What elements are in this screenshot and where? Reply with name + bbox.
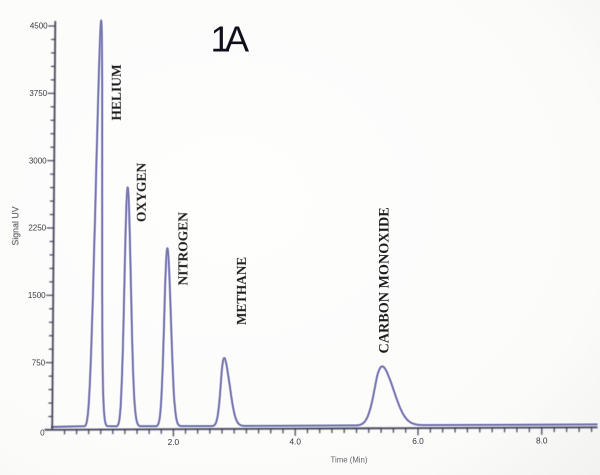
svg-text:8.0: 8.0 bbox=[536, 435, 548, 445]
svg-text:Time (Min): Time (Min) bbox=[331, 456, 368, 465]
svg-text:2250: 2250 bbox=[28, 224, 46, 233]
svg-text:1500: 1500 bbox=[28, 291, 46, 300]
svg-text:4.0: 4.0 bbox=[289, 436, 301, 446]
svg-text:4500: 4500 bbox=[30, 22, 48, 31]
svg-text:0: 0 bbox=[40, 429, 45, 438]
svg-text:750: 750 bbox=[32, 358, 46, 367]
svg-text:METHANE: METHANE bbox=[234, 257, 249, 325]
svg-text:3000: 3000 bbox=[29, 156, 47, 165]
svg-text:OXYGEN: OXYGEN bbox=[134, 162, 149, 222]
svg-text:HELIUM: HELIUM bbox=[109, 64, 124, 121]
svg-text:3750: 3750 bbox=[29, 89, 47, 98]
svg-text:2.0: 2.0 bbox=[168, 437, 180, 447]
svg-text:Signal UV: Signal UV bbox=[10, 206, 20, 245]
svg-text:6.0: 6.0 bbox=[412, 436, 424, 446]
svg-text:CARBON MONOXIDE: CARBON MONOXIDE bbox=[377, 207, 393, 353]
svg-text:NITROGEN: NITROGEN bbox=[175, 212, 190, 286]
